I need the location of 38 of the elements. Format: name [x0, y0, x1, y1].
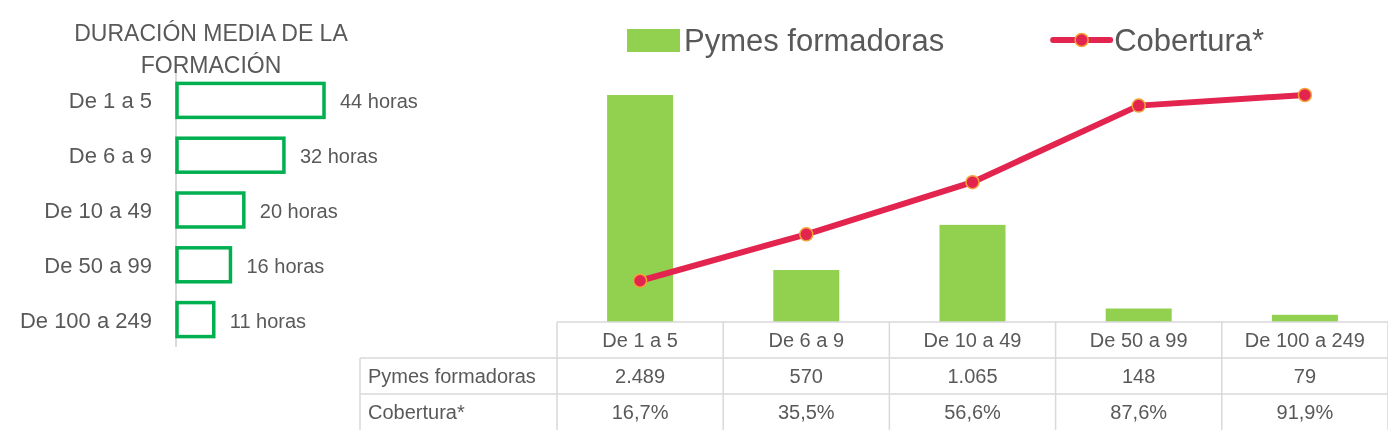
point — [799, 227, 814, 242]
legend-label: Cobertura* — [1114, 23, 1265, 58]
data-label: 87,6% — [1110, 401, 1168, 423]
point — [1131, 98, 1146, 113]
data-label: 2.489 — [615, 365, 666, 387]
data-label: 1.065 — [947, 365, 998, 387]
y-tick-label: De 10 a 49 — [44, 198, 152, 223]
point — [965, 174, 980, 190]
y-tick-label: De 50 a 99 — [44, 252, 152, 278]
x-tick-label: De 10 a 49 — [923, 329, 1022, 351]
point — [1297, 87, 1313, 103]
y-tick-label: De 100 a 249 — [19, 307, 152, 333]
x-tick-label: De 1 a 5 — [602, 329, 678, 351]
data-label: 570 — [789, 365, 823, 387]
bar — [939, 224, 1006, 322]
x-tick-label: De 100 a 249 — [1244, 329, 1365, 351]
point — [632, 273, 648, 288]
legend-label: Pymes formadoras — [684, 23, 945, 58]
bar — [607, 95, 674, 322]
y-tick-label: De 6 a 9 — [68, 143, 152, 169]
chart-title: DURACIÓN MEDIA DE LA FORMACIÓN — [74, 20, 349, 78]
data-label: 16,7% — [611, 401, 669, 423]
text: Pymes formadoras — [368, 365, 536, 387]
data-label: 91,9% — [1276, 401, 1334, 423]
data-label: 20 horas — [259, 200, 338, 222]
data-label: 148 — [1122, 365, 1156, 387]
x-tick-label: De 6 a 9 — [768, 329, 845, 351]
bar — [773, 270, 840, 322]
data-label: 32 horas — [299, 145, 378, 168]
data-label: 11 horas — [229, 309, 307, 332]
data-label: 56,6% — [944, 401, 1002, 423]
text: Cobertura* — [368, 401, 465, 423]
x-tick-label: De 50 a 99 — [1089, 329, 1188, 351]
data-label: 16 horas — [246, 254, 325, 277]
data-label: 44 horas — [340, 90, 418, 113]
data-label: 35,5% — [777, 401, 835, 423]
data-label: 79 — [1293, 365, 1317, 387]
y-tick-label: De 1 a 5 — [68, 88, 152, 114]
